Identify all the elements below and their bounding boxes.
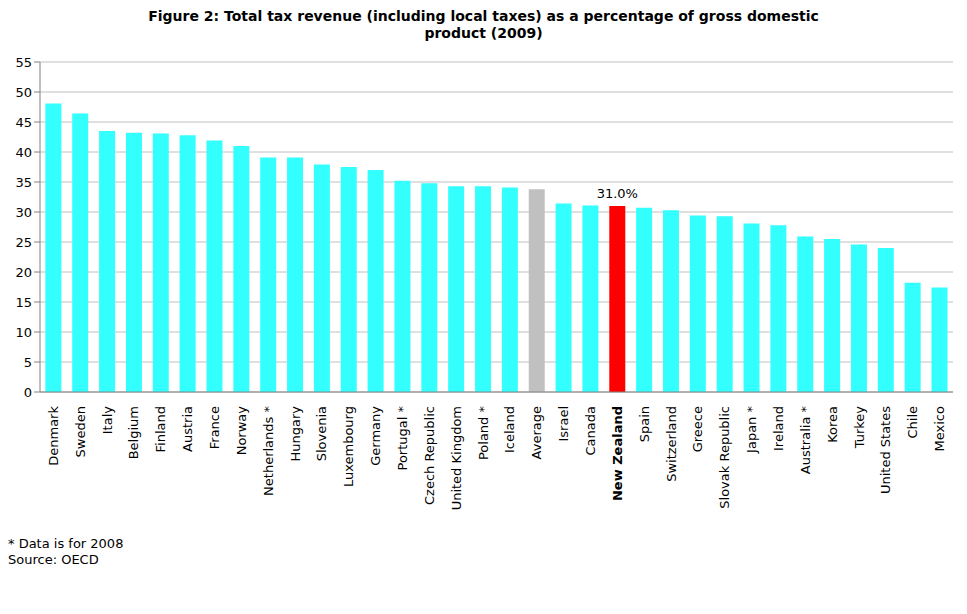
svg-text:United States: United States — [878, 406, 893, 494]
svg-text:Slovak Republic: Slovak Republic — [717, 406, 732, 509]
svg-text:20: 20 — [15, 265, 32, 280]
svg-text:Finland: Finland — [153, 406, 168, 452]
svg-text:31.0%: 31.0% — [597, 186, 638, 201]
svg-text:Italy: Italy — [100, 406, 115, 435]
svg-text:Spain: Spain — [637, 406, 652, 442]
svg-text:Belgium: Belgium — [126, 406, 141, 459]
svg-text:35: 35 — [15, 175, 32, 190]
svg-text:Chile: Chile — [905, 406, 920, 439]
svg-text:15: 15 — [15, 295, 32, 310]
svg-text:United Kingdom: United Kingdom — [449, 406, 464, 510]
svg-text:New Zealand: New Zealand — [610, 406, 625, 501]
svg-text:50: 50 — [15, 85, 32, 100]
svg-text:Australia *: Australia * — [798, 406, 813, 475]
svg-text:Israel: Israel — [556, 406, 571, 442]
svg-text:Germany: Germany — [368, 406, 383, 466]
html-text:Figure 2: Total tax revenue (i: Figure 2: Total tax revenue (including l… — [148, 8, 819, 41]
svg-text:Sweden: Sweden — [73, 406, 88, 457]
svg-text:Denmark: Denmark — [46, 406, 61, 466]
svg-text:Iceland: Iceland — [502, 406, 517, 453]
svg-text:Portugal *: Portugal * — [395, 406, 410, 471]
svg-text:Norway: Norway — [234, 406, 249, 456]
html-text:* Data is for 2008: * Data is for 2008 — [8, 536, 124, 551]
html-text:Source: OECD: Source: OECD — [8, 552, 99, 567]
svg-text:Mexico: Mexico — [932, 406, 947, 451]
svg-text:Poland *: Poland * — [476, 405, 491, 460]
svg-text:Slovenia: Slovenia — [314, 406, 329, 461]
svg-text:Hungary: Hungary — [288, 406, 303, 462]
svg-text:Czech Republic: Czech Republic — [422, 406, 437, 505]
svg-text:Canada: Canada — [583, 406, 598, 455]
svg-text:Netherlands *: Netherlands * — [261, 406, 276, 496]
svg-text:Japan *: Japan * — [744, 406, 759, 454]
svg-text:40: 40 — [15, 145, 32, 160]
svg-text:30: 30 — [15, 205, 32, 220]
svg-text:45: 45 — [15, 115, 32, 130]
svg-text:Average: Average — [529, 406, 544, 459]
svg-text:Austria: Austria — [180, 406, 195, 452]
svg-text:10: 10 — [15, 325, 32, 340]
svg-text:25: 25 — [15, 235, 32, 250]
svg-text:Switzerland: Switzerland — [664, 406, 679, 482]
svg-text:Turkey: Turkey — [852, 406, 867, 450]
svg-text:Luxembourg: Luxembourg — [341, 406, 356, 487]
svg-text:Korea: Korea — [825, 406, 840, 443]
svg-text:France: France — [207, 406, 222, 449]
svg-text:Ireland: Ireland — [771, 406, 786, 451]
svg-text:Greece: Greece — [690, 406, 705, 452]
svg-text:55: 55 — [15, 55, 32, 70]
svg-text:0: 0 — [24, 385, 32, 400]
svg-text:5: 5 — [24, 355, 32, 370]
